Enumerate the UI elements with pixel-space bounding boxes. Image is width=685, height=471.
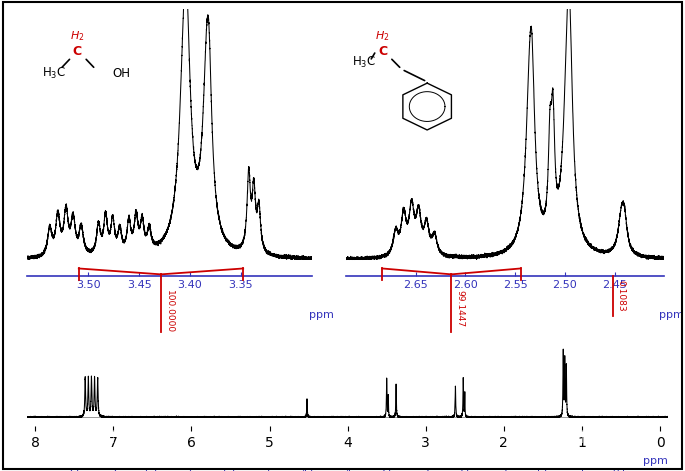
- Text: H$_3$C: H$_3$C: [42, 66, 66, 81]
- Text: 0.1083: 0.1083: [616, 280, 625, 312]
- Text: ppm: ppm: [309, 310, 334, 320]
- Text: ppm: ppm: [643, 456, 668, 466]
- Text: C: C: [73, 46, 82, 58]
- Text: $H_2$: $H_2$: [70, 29, 84, 43]
- Text: OH: OH: [112, 67, 131, 80]
- Text: C: C: [378, 46, 387, 58]
- Text: 99.1447: 99.1447: [456, 290, 464, 327]
- Text: H$_3$C: H$_3$C: [352, 55, 376, 70]
- Text: 100.0000: 100.0000: [165, 290, 174, 333]
- Text: $H_2$: $H_2$: [375, 29, 390, 43]
- Text: ppm: ppm: [660, 310, 684, 320]
